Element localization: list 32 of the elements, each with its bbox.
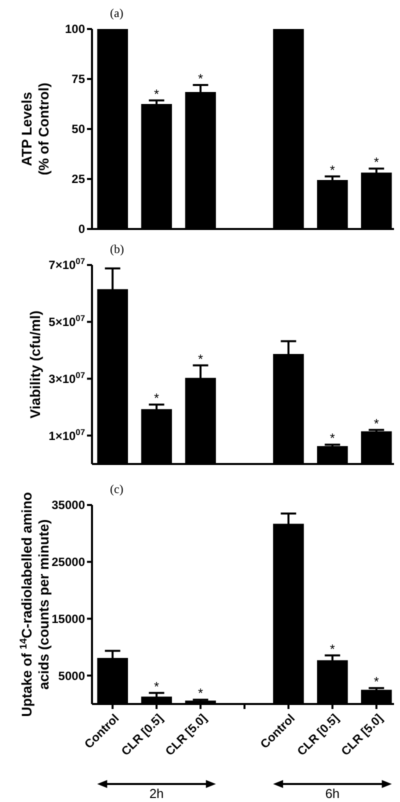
text: 2h — [149, 786, 164, 801]
data-label: * — [154, 390, 160, 406]
data-label: * — [198, 71, 204, 86]
y-tick-label: 1×10$^{07}$ — [48, 426, 86, 443]
chart-title: (b) — [110, 242, 124, 256]
data-label: * — [154, 86, 160, 102]
y-tick-label: 25 — [72, 172, 86, 186]
y-tick-label: 5×10$^{07}$ — [48, 313, 86, 330]
y-tick-label: 25000 — [52, 555, 86, 570]
data-label: * — [330, 430, 335, 446]
data-label: * — [330, 162, 335, 178]
y-tick-label: 100 — [64, 22, 86, 36]
y-tick-label: 7×10$^{07}$ — [48, 256, 86, 272]
text: 6h — [325, 786, 340, 801]
chart-title: (c) — [110, 482, 124, 496]
data-label: * — [198, 351, 204, 366]
data-label: * — [374, 674, 379, 690]
y-tick-label: 0 — [78, 222, 86, 236]
y-tick-label: 75 — [72, 72, 86, 86]
data-label: * — [374, 154, 379, 170]
chart-title: (a) — [110, 6, 124, 20]
y-tick-label: 3×10$^{07}$ — [48, 370, 86, 386]
data-label: * — [198, 686, 204, 701]
data-label: * — [374, 416, 379, 431]
y-tick-label: 15000 — [52, 612, 86, 626]
y-axis-title: ATP Levels (% of Control) — [18, 82, 52, 176]
data-label: * — [154, 678, 160, 694]
y-tick-label: 50 — [72, 122, 86, 136]
data-label: * — [330, 641, 335, 656]
y-axis-title: Viability (cfu/ml) — [27, 310, 43, 418]
y-tick-label: 5000 — [58, 668, 86, 683]
y-tick-label: 35000 — [52, 498, 86, 512]
